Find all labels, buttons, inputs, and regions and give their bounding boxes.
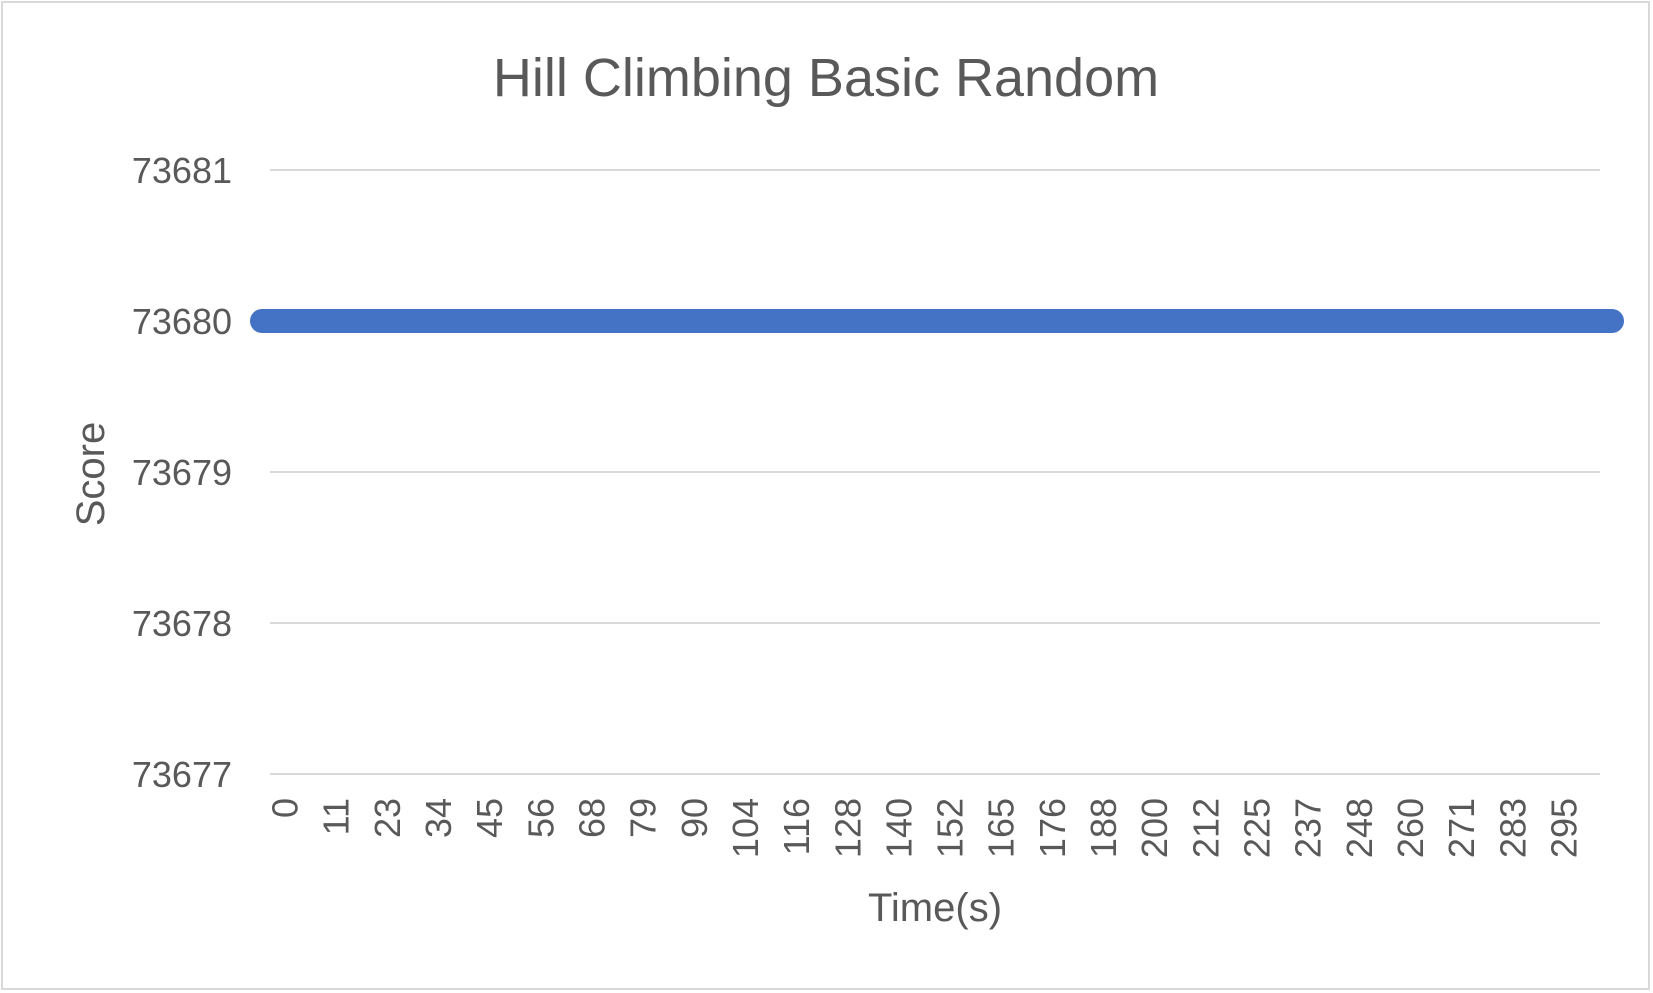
data-point: [1144, 310, 1167, 332]
data-point: [837, 310, 860, 332]
x-tick-label: 0: [265, 798, 306, 818]
data-point: [1297, 310, 1320, 332]
data-point: [1093, 310, 1116, 332]
data-point: [683, 310, 706, 332]
y-tick-label: 73681: [132, 150, 232, 191]
x-tick-label: 11: [316, 798, 357, 835]
data-point: [888, 310, 911, 332]
x-axis-title: Time(s): [868, 886, 1002, 930]
data-point: [786, 310, 809, 332]
data-point: [428, 310, 451, 332]
chart-title: Hill Climbing Basic Random: [493, 48, 1159, 108]
x-tick-label: 79: [623, 798, 664, 838]
y-tick-label: 73680: [132, 301, 232, 342]
data-point: [1451, 310, 1474, 332]
data-point: [734, 310, 757, 332]
data-point: [1553, 310, 1576, 332]
y-tick-label: 73678: [132, 603, 232, 644]
x-tick-label: 188: [1083, 798, 1124, 858]
x-tick-label: 225: [1237, 798, 1278, 858]
data-point: [325, 310, 348, 332]
data-point: [376, 310, 399, 332]
x-tick-label: 200: [1134, 798, 1175, 858]
data-point: [1041, 310, 1064, 332]
y-axis-title: Score: [69, 422, 113, 527]
data-point: [530, 310, 553, 332]
data-point: [274, 310, 297, 332]
gridlines: [270, 169, 1600, 775]
data-point: [632, 310, 655, 332]
x-tick-label: 152: [930, 798, 971, 858]
x-tick-label: 271: [1441, 798, 1482, 858]
x-tick-label: 212: [1185, 798, 1226, 858]
y-tick-label: 73677: [132, 754, 232, 795]
x-tick-label: 56: [520, 798, 561, 838]
x-tick-label: 248: [1339, 798, 1380, 858]
data-point: [1246, 310, 1269, 332]
x-tick-label: 104: [725, 798, 766, 858]
x-tick-label: 165: [981, 798, 1022, 858]
series-layer: [250, 309, 1624, 333]
data-point: [1502, 310, 1525, 332]
y-tick-label: 73679: [132, 452, 232, 493]
data-point: [1399, 310, 1422, 332]
x-tick-label: 45: [469, 798, 510, 838]
x-tick-label: 283: [1492, 798, 1533, 858]
x-tick-label: 295: [1543, 798, 1584, 858]
x-tick-label: 34: [418, 798, 459, 838]
data-point: [581, 310, 604, 332]
x-tick-label: 140: [878, 798, 919, 858]
x-tick-label: 23: [367, 798, 408, 838]
x-tick-label: 116: [776, 798, 817, 855]
x-axis-ticks: 0 11 23 34 45 56 68 79 90 104 116 128 140 152 165 176 18…: [265, 798, 1585, 858]
x-tick-label: 176: [1032, 798, 1073, 858]
data-point: [1348, 310, 1371, 332]
data-point: [1195, 310, 1218, 332]
x-tick-label: 260: [1390, 798, 1431, 858]
data-point: [990, 310, 1013, 332]
data-point: [939, 310, 962, 332]
x-tick-label: 68: [572, 798, 613, 838]
x-tick-label: 128: [827, 798, 868, 858]
x-tick-label: 90: [674, 798, 715, 838]
data-point: [479, 310, 502, 332]
y-axis-ticks: 73681 73680 73679 73678 73677: [132, 150, 232, 795]
x-tick-label: 237: [1288, 798, 1329, 858]
